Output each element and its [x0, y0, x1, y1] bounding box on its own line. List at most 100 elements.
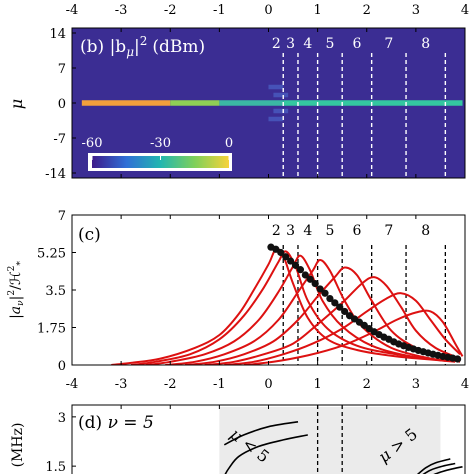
heatmap-row-segment [81, 100, 171, 106]
data-point [277, 248, 285, 257]
data-point [287, 257, 295, 265]
x-tick-label: 4 [461, 3, 469, 18]
y-tick-label: 3.5 [45, 284, 66, 299]
heatmap-row-segment [170, 100, 220, 106]
branch-curve [223, 421, 299, 446]
data-point [311, 279, 319, 288]
panel-d-title: (d) ν = 5 [78, 413, 154, 433]
panel-b-title: (b) |bμ|2 (dBm) [80, 34, 205, 59]
data-point [301, 271, 309, 279]
x-tick-label: 2 [363, 377, 371, 392]
data-point [282, 253, 290, 261]
x-tick-label: -4 [66, 3, 79, 18]
panel-b-ylabel: μ [7, 99, 26, 109]
series-line [204, 276, 461, 365]
x-tick-label: -2 [164, 3, 177, 18]
x-tick-label: 0 [264, 3, 272, 18]
x-tick-label: 1 [313, 377, 321, 392]
branch-curve [416, 458, 451, 474]
branch-curve [224, 434, 308, 474]
y-tick-label: 0 [58, 359, 66, 374]
colorbar-gradient [92, 156, 229, 168]
x-tick-label: -1 [213, 377, 226, 392]
region-label: 5 [325, 223, 334, 239]
heatmap-row-segment [219, 100, 284, 106]
panel-d-ylabel: (MHz) [10, 423, 26, 468]
panel-c-tag: (c) [78, 225, 101, 245]
series-line [145, 254, 451, 365]
series-line [243, 309, 464, 365]
y-tick-label: -7 [53, 132, 66, 147]
shaded-region [219, 407, 441, 474]
x-tick-label: -4 [66, 377, 79, 392]
red-series [111, 247, 464, 365]
x-tick-label: 3 [412, 377, 420, 392]
data-point [341, 307, 349, 316]
y-tick-label: -14 [45, 167, 66, 182]
region-label: 2 [272, 36, 281, 52]
region-label: 7 [384, 36, 393, 52]
heatmap-side-lobe [268, 84, 284, 90]
data-point [316, 285, 324, 293]
branch-curves [223, 421, 463, 474]
data-point [291, 261, 300, 269]
data-point [331, 299, 339, 307]
colorbar-tick-label: -60 [82, 136, 103, 151]
panel-d-axes: 31.5 [45, 405, 466, 474]
x-tick-label: -2 [164, 377, 177, 392]
region-label: 4 [303, 36, 312, 52]
y-tick-label: 7 [58, 62, 66, 77]
heatmap-side-lobe [273, 92, 289, 98]
branch-curve [422, 462, 456, 474]
y-tick-label: 3 [58, 411, 66, 426]
region-label: 7 [384, 223, 393, 239]
x-tick-label: 1 [313, 3, 321, 18]
y-tick-label: 0 [58, 97, 66, 112]
branch-curve [433, 466, 463, 474]
series-line [111, 247, 446, 365]
heatmap-row-segment [283, 100, 463, 106]
y-tick-label: 1.75 [37, 322, 66, 337]
panel-c-ylabel: |aν|2/ℋ2* [7, 261, 26, 319]
data-point [306, 275, 314, 283]
x-tick-label: -3 [115, 3, 128, 18]
region-label: 5 [325, 36, 334, 52]
black-points [267, 243, 462, 363]
colorbar-tick-label: -30 [150, 136, 171, 151]
x-tick-label: 0 [264, 377, 272, 392]
region-label: 6 [352, 223, 361, 239]
y-tick-label: 14 [49, 27, 66, 42]
x-tick-label: -3 [115, 377, 128, 392]
region-label: 8 [421, 36, 430, 52]
x-tick-label: 3 [412, 3, 420, 18]
x-tick-label: 4 [461, 377, 469, 392]
region-label: 3 [286, 36, 295, 52]
colorbar-tick-label: 0 [225, 136, 233, 151]
colorbar: -60 -30 0 [82, 136, 233, 171]
region-label: 2 [272, 223, 281, 239]
data-point [296, 266, 305, 274]
heatmap-side-lobe [268, 116, 284, 122]
heatmap-rows [81, 84, 463, 122]
data-point [326, 294, 334, 303]
x-tick-label: -1 [213, 3, 226, 18]
region-boundaries [316, 405, 343, 474]
panel-c-axes: -4 -3 -2 -1 0 1 2 3 475.253.51.750 [37, 209, 469, 392]
y-tick-label: 7 [58, 209, 66, 224]
region-label: 4 [303, 223, 312, 239]
data-point [336, 303, 344, 311]
series-line [224, 292, 461, 365]
data-point [454, 355, 462, 363]
region-label: 6 [352, 36, 361, 52]
region-label: 3 [286, 223, 295, 239]
y-tick-label: 5.25 [37, 247, 66, 262]
data-point [321, 289, 329, 297]
x-tick-label: 2 [363, 3, 371, 18]
